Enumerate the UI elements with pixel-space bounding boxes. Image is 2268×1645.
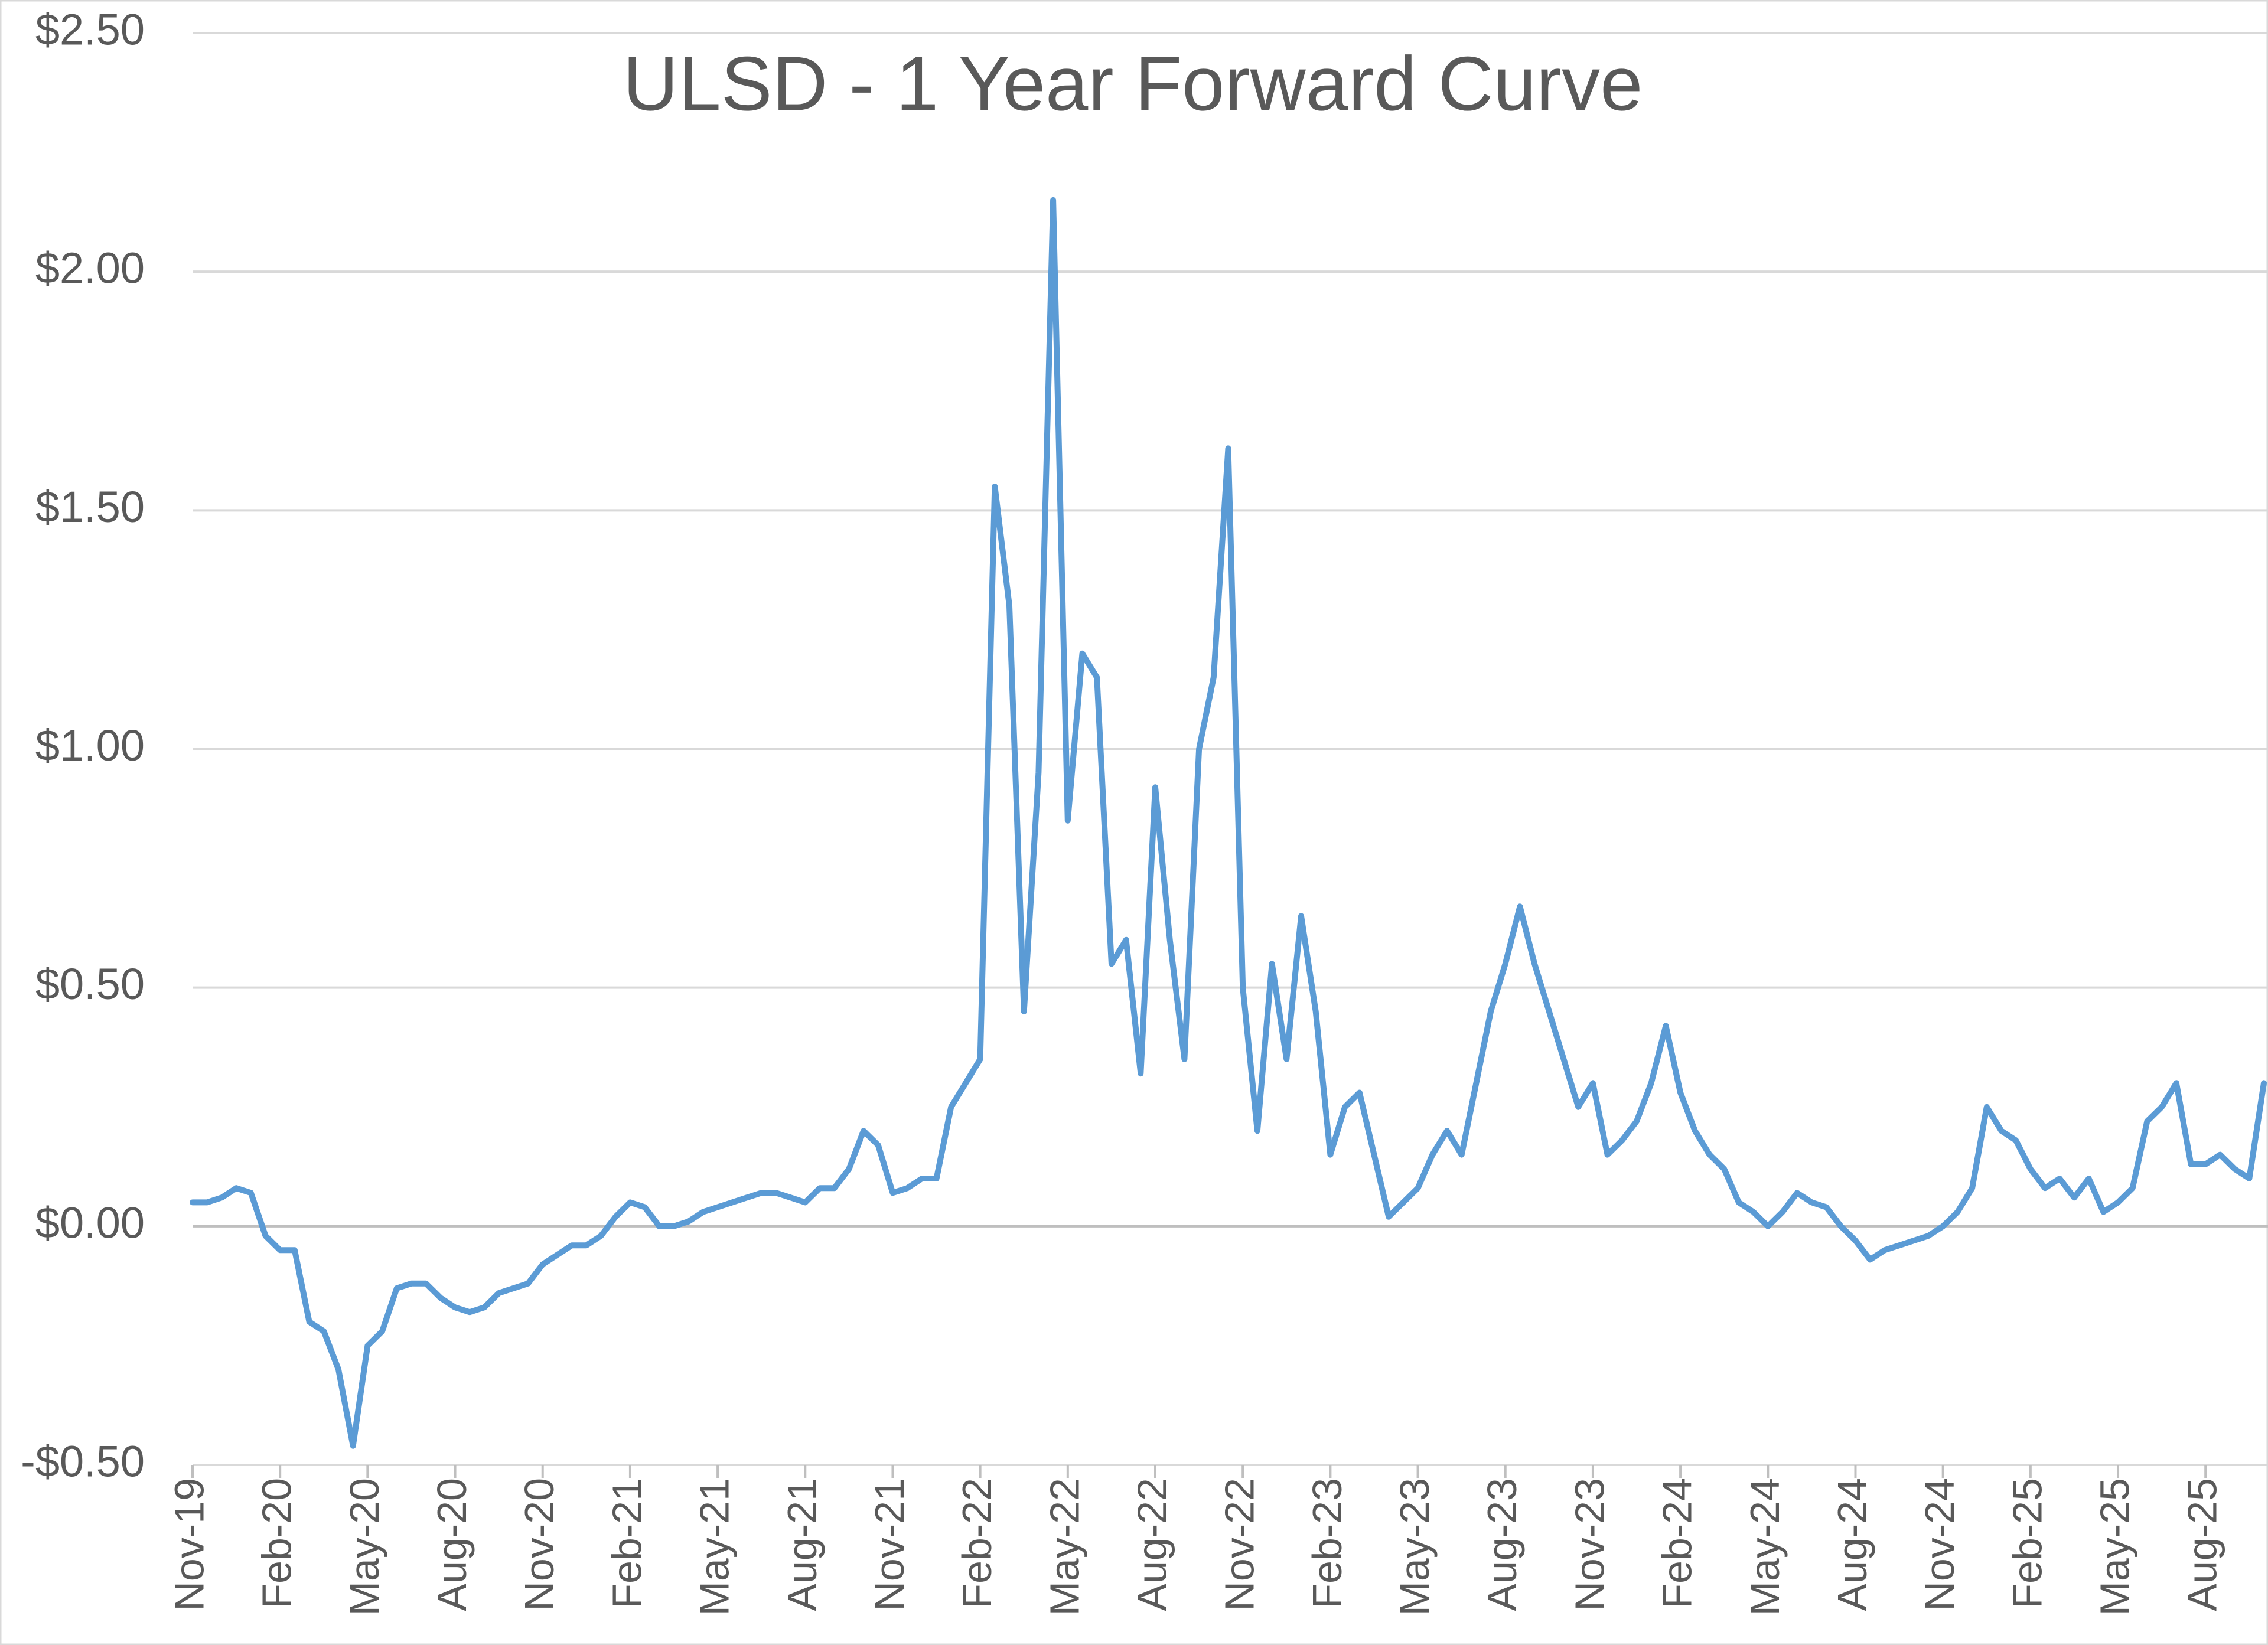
line-series xyxy=(190,197,2267,1449)
x-tick-label: Feb-23 xyxy=(1304,1478,1350,1609)
x-tick-label: May-25 xyxy=(2092,1478,2138,1615)
x-tick-label: Feb-25 xyxy=(2004,1478,2050,1609)
x-tick-label: May-20 xyxy=(341,1478,387,1615)
y-tick-label: $1.50 xyxy=(35,482,145,531)
x-tick-label: May-23 xyxy=(1392,1478,1438,1615)
x-tick-label: Nov-24 xyxy=(1917,1478,1963,1611)
x-tick-label: Nov-21 xyxy=(866,1478,913,1611)
chart-title: ULSD - 1 Year Forward Curve xyxy=(623,40,1643,126)
x-tick-label: Nov-23 xyxy=(1566,1478,1612,1611)
y-tick-label: $0.00 xyxy=(35,1198,145,1247)
x-tick-label: Aug-24 xyxy=(1829,1478,1875,1611)
x-tick-label: May-22 xyxy=(1041,1478,1087,1615)
x-tick-label: Nov-20 xyxy=(516,1478,562,1611)
x-tick-label: Feb-24 xyxy=(1654,1478,1700,1609)
x-tick-label: Feb-22 xyxy=(954,1478,1000,1609)
x-tick-label: Nov-19 xyxy=(166,1478,212,1611)
x-tick-label: Aug-23 xyxy=(1479,1478,1525,1611)
x-tick-label: Nov-22 xyxy=(1217,1478,1263,1611)
x-tick-label: Aug-21 xyxy=(779,1478,825,1611)
y-tick-label: $2.00 xyxy=(35,244,145,293)
x-tick-label: Aug-20 xyxy=(429,1478,475,1611)
x-tick-label: May-21 xyxy=(692,1478,738,1615)
x-tick-label: May-24 xyxy=(1742,1478,1788,1615)
y-tick-label: -$0.50 xyxy=(21,1437,145,1486)
y-tick-label: $2.50 xyxy=(35,5,145,54)
y-tick-label: $0.50 xyxy=(35,959,145,1008)
x-tick-label: Aug-22 xyxy=(1129,1478,1175,1611)
x-tick-label: Aug-25 xyxy=(2179,1478,2225,1611)
y-tick-label: $1.00 xyxy=(35,721,145,770)
x-tick-label: Feb-21 xyxy=(604,1478,650,1609)
x-tick-label: Feb-20 xyxy=(254,1478,300,1609)
